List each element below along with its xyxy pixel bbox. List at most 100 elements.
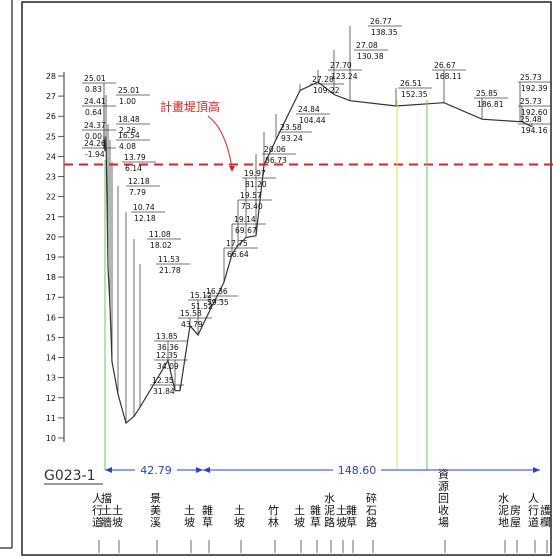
survey-elevation: 27.08 xyxy=(356,41,378,50)
survey-offset: 66.64 xyxy=(227,250,249,259)
survey-elevation: 27.70 xyxy=(330,61,352,70)
legend-item: 雜草 xyxy=(346,503,357,529)
survey-elevation: 25.48 xyxy=(520,115,542,124)
survey-elevation: 23.58 xyxy=(280,123,302,132)
y-tick-label: 22 xyxy=(46,193,56,202)
survey-elevation: 15.12 xyxy=(190,291,212,300)
legend-item: 土坡 xyxy=(234,504,245,529)
legend-item: 護欄 xyxy=(540,503,551,529)
dim-arrow-1 xyxy=(105,467,112,473)
survey-offset: 21.78 xyxy=(159,266,181,275)
survey-elevation: 19.57 xyxy=(240,191,262,200)
survey-elevation: 19.14 xyxy=(234,215,256,224)
survey-offset: 86.73 xyxy=(265,156,287,165)
survey-elevation: 16.54 xyxy=(118,131,140,140)
survey-offset: 51.52 xyxy=(191,302,213,311)
survey-elevation: 17.75 xyxy=(226,239,248,248)
survey-offset: 0.64 xyxy=(85,108,102,117)
survey-offset: 192.60 xyxy=(521,108,548,117)
y-tick-label: 10 xyxy=(46,434,56,443)
survey-elevation: 25.73 xyxy=(520,73,542,82)
survey-offset: 192.39 xyxy=(521,84,548,93)
survey-offset: 0.00 xyxy=(85,132,102,141)
survey-offset: 4.08 xyxy=(119,142,136,151)
legend-item: 土坡 xyxy=(294,504,305,529)
survey-elevation: 15.58 xyxy=(180,309,202,318)
survey-offset: 34.09 xyxy=(157,362,179,371)
survey-elevation: 13.85 xyxy=(156,332,178,341)
survey-offset: 2.26 xyxy=(119,126,136,135)
survey-offset: 7.79 xyxy=(129,188,146,197)
legend-item: 碎石路 xyxy=(366,491,377,529)
survey-elevation: 24.84 xyxy=(298,105,320,114)
survey-offset: 81.20 xyxy=(245,180,267,189)
survey-offset: 123.24 xyxy=(331,72,358,81)
ground-profile xyxy=(103,81,533,425)
legend-item: 擋土牆 xyxy=(101,491,112,529)
survey-elevation: 27.28 xyxy=(312,75,334,84)
survey-elevation: 26.51 xyxy=(400,79,422,88)
y-axis-ticks: 10 11 12 13 14 15 16 17 18 19 20 21 22 23 24 25 26 27 28 xyxy=(46,72,64,443)
survey-elevation: 20.06 xyxy=(264,145,286,154)
design-level-leader xyxy=(207,115,233,169)
survey-offset: 43.79 xyxy=(181,320,203,329)
survey-offset: 109.22 xyxy=(313,86,340,95)
survey-offset: 138.35 xyxy=(371,28,398,37)
legend-item: 資源回收場 xyxy=(438,468,449,529)
survey-elevation: 25.01 xyxy=(84,74,106,83)
survey-offset: 194.16 xyxy=(521,126,548,135)
design-level-arrow xyxy=(229,166,235,172)
y-tick-label: 27 xyxy=(46,92,56,101)
dim-right-bg xyxy=(333,463,381,476)
survey-offset: 93.24 xyxy=(281,134,303,143)
survey-offset: 0.83 xyxy=(85,85,102,94)
legend-item: 房屋 xyxy=(510,504,521,529)
survey-elevation: 11.08 xyxy=(149,230,171,239)
legend-item: 土坡 xyxy=(184,504,195,529)
y-tick-label: 11 xyxy=(46,414,56,423)
legend-item: 水泥地 xyxy=(498,492,509,529)
legend-item: 水泥路 xyxy=(324,492,335,529)
survey-elevation: 19.97 xyxy=(244,169,266,178)
y-tick-label: 18 xyxy=(46,273,56,282)
dim-arrow-3 xyxy=(203,467,210,473)
survey-elevation: 12.35 xyxy=(152,376,174,385)
survey-elevation: 16.36 xyxy=(206,287,228,296)
dim-right-value: 148.60 xyxy=(338,464,377,477)
survey-offset: 73.40 xyxy=(241,202,263,211)
y-tick-label: 16 xyxy=(46,313,56,322)
survey-elevation: 24.37 xyxy=(84,121,106,130)
survey-elevation: 13.79 xyxy=(124,153,146,162)
y-tick-label: 25 xyxy=(46,132,56,141)
y-tick-label: 23 xyxy=(46,173,56,182)
legend-item: 土坡 xyxy=(112,504,123,529)
main-frame xyxy=(21,1,552,556)
survey-offset: 6.14 xyxy=(125,164,142,173)
y-tick-label: 12 xyxy=(46,394,56,403)
survey-elevation: 18.48 xyxy=(118,115,140,124)
y-tick-label: 13 xyxy=(46,374,56,383)
legend-item: 人行道 xyxy=(528,492,539,529)
survey-elevation: 10.74 xyxy=(133,203,155,212)
survey-leaders xyxy=(82,25,552,424)
survey-offset: 36.36 xyxy=(157,343,179,352)
survey-elevation: 25.73 xyxy=(520,97,542,106)
section-name: G023-1 xyxy=(44,468,96,484)
survey-offset: 104.44 xyxy=(299,116,326,125)
legend-item: 人行道 xyxy=(92,492,103,529)
land-use-legend: 人行道擋土牆土坡景美溪土坡雜草土坡竹林土坡雜草水泥路土坡雜草碎石路資源回收場水泥… xyxy=(92,468,551,553)
legend-item: 雜草 xyxy=(202,503,213,529)
legend-item: 景美溪 xyxy=(150,492,161,529)
dim-arrow-2 xyxy=(196,467,203,473)
y-tick-label: 19 xyxy=(46,253,56,262)
y-tick-label: 17 xyxy=(46,293,56,302)
y-tick-label: 15 xyxy=(46,333,56,342)
dim-left-bg xyxy=(135,463,177,476)
survey-offset: 59.35 xyxy=(207,298,229,307)
survey-elevation: 26.77 xyxy=(370,17,392,26)
survey-elevation: 11.53 xyxy=(158,255,180,264)
y-tick-label: 21 xyxy=(46,213,56,222)
survey-offset: -1.94 xyxy=(85,150,105,159)
design-level-label: 計畫堤頂高 xyxy=(160,99,220,114)
